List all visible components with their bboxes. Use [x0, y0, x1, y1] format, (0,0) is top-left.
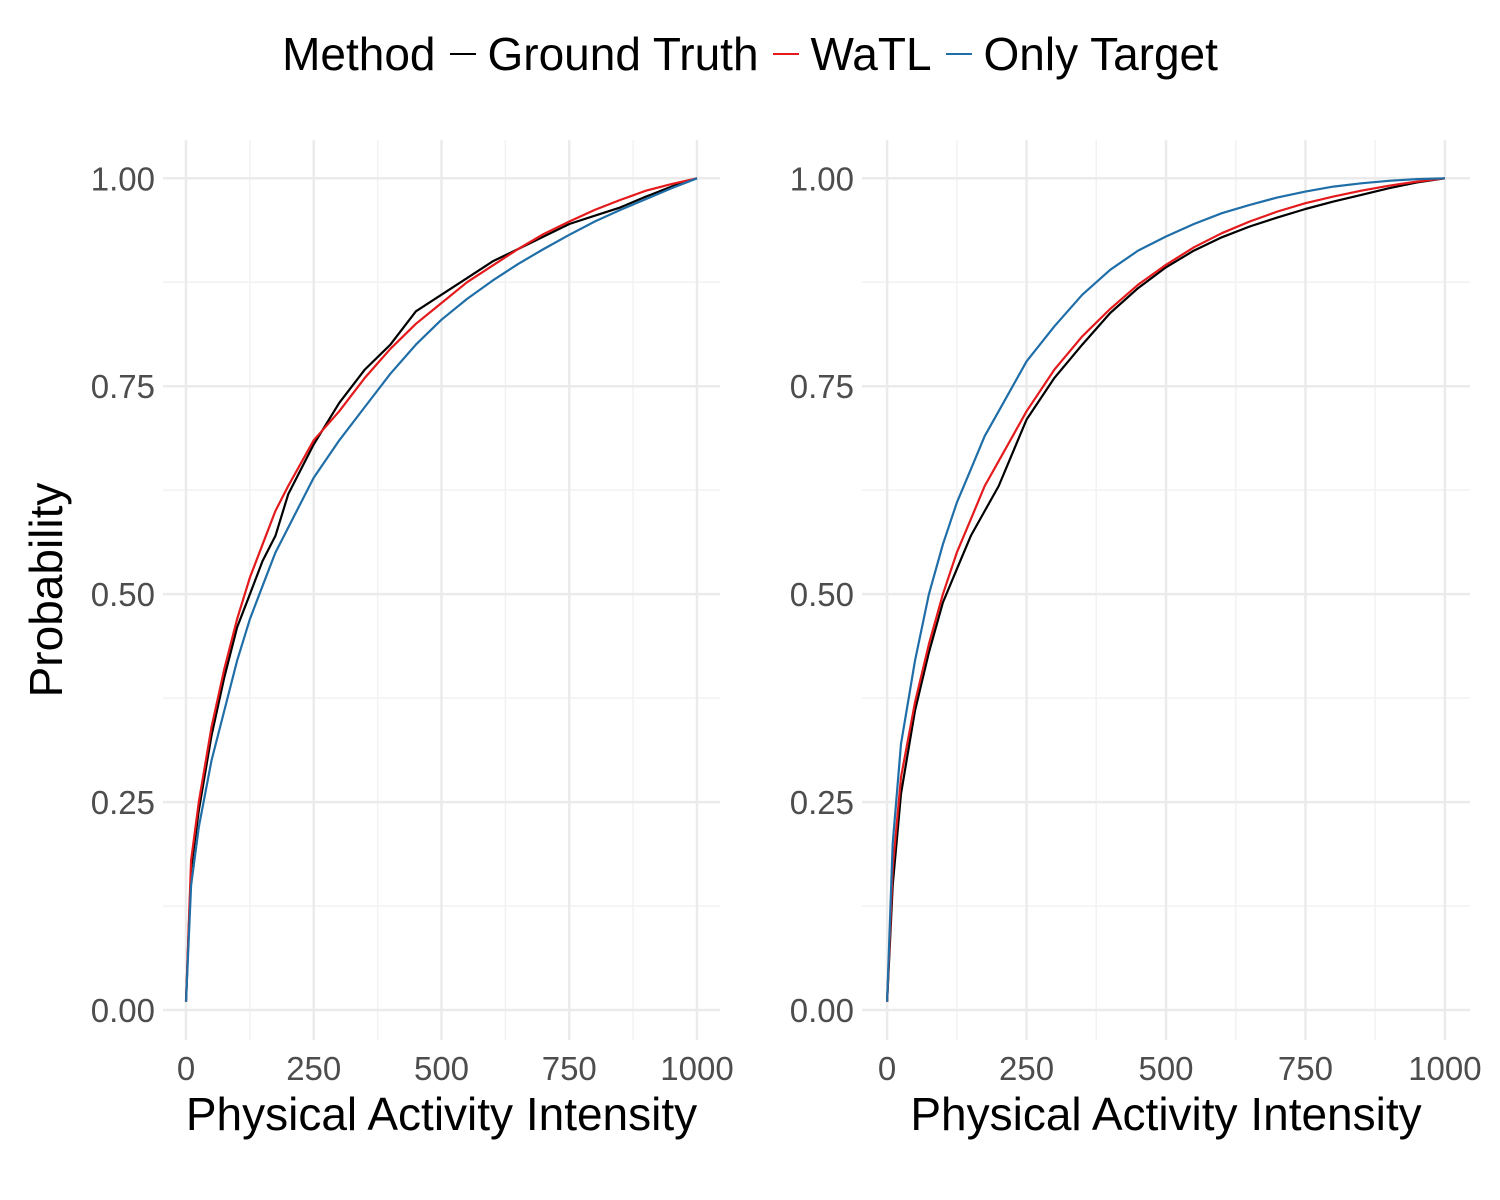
- series-line-only-target: [886, 177, 1445, 1002]
- x-axis-title: Physical Activity Intensity: [186, 1088, 697, 1140]
- y-tick-label: 0.25: [790, 784, 854, 821]
- y-tick-label: 0.50: [91, 576, 155, 613]
- legend-label-only-target: Only Target: [983, 28, 1218, 80]
- x-tick-label: 1000: [1408, 1050, 1481, 1087]
- y-tick-label: 0.00: [91, 992, 155, 1029]
- legend-title: Method: [282, 28, 436, 80]
- x-tick-label: 1000: [660, 1050, 733, 1087]
- series-line-watl: [886, 177, 1446, 1002]
- legend-key-watl: [772, 53, 799, 55]
- legend-item-only-target: Only Target: [945, 27, 1218, 81]
- panel-left: 0 250 500 750 1000 0.00 0.25 0.50 0.75 1.00 Physic…: [20, 140, 734, 1140]
- x-tick-label: 750: [1278, 1050, 1333, 1087]
- panel-right: 0 250 500 750 1000 0.00 0.25 0.50 0.75 1.00 Physic…: [790, 140, 1482, 1140]
- series-line-only-target: [184, 177, 698, 1002]
- x-tick-label: 0: [878, 1050, 896, 1087]
- y-tick-label: 0.75: [91, 368, 155, 405]
- y-tick-label: 0.50: [790, 576, 854, 613]
- legend-label-ground-truth: Ground Truth: [487, 28, 759, 80]
- series-line-ground-truth: [184, 177, 698, 1002]
- series-line-ground-truth: [886, 177, 1446, 1002]
- y-tick-label: 0.25: [91, 784, 155, 821]
- x-tick-label: 500: [414, 1050, 469, 1087]
- y-tick-label: 0.00: [790, 992, 854, 1029]
- y-tick-label: 1.00: [91, 160, 155, 197]
- y-tick-label: 0.75: [790, 368, 854, 405]
- legend: Method Ground Truth WaTL Only Target: [0, 24, 1500, 84]
- x-tick-label: 0: [177, 1050, 195, 1087]
- legend-item-watl: WaTL: [772, 27, 932, 81]
- series-line-watl: [184, 177, 698, 1002]
- y-tick-label: 1.00: [790, 160, 854, 197]
- legend-key-ground-truth: [449, 53, 476, 55]
- x-tick-label: 250: [286, 1050, 341, 1087]
- y-axis-title: Probability: [20, 483, 72, 698]
- legend-key-only-target: [945, 53, 972, 55]
- legend-item-ground-truth: Ground Truth: [449, 27, 759, 81]
- legend-label-watl: WaTL: [810, 28, 932, 80]
- x-tick-label: 750: [542, 1050, 597, 1087]
- x-tick-label: 250: [999, 1050, 1054, 1087]
- x-tick-label: 500: [1138, 1050, 1193, 1087]
- x-axis-title: Physical Activity Intensity: [910, 1088, 1421, 1140]
